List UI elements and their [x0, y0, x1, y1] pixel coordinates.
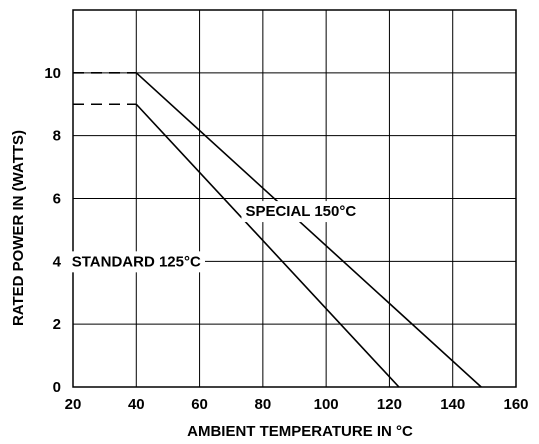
x-tick-label: 80 — [255, 396, 272, 413]
grid — [72, 9, 517, 388]
series-0-line — [135, 103, 400, 388]
y-tick-label: 6 — [53, 191, 61, 208]
x-tick-label: 40 — [128, 396, 145, 413]
x-tick-label: 120 — [377, 396, 402, 413]
y-tick-label: 8 — [53, 128, 61, 145]
y-tick-label: 2 — [53, 316, 61, 333]
y-tick-labels: 0 2 4 6 8 10 — [44, 65, 61, 396]
series-label-0: STANDARD 125°C — [72, 253, 201, 270]
series-layer — [73, 72, 482, 388]
y-tick-label: 10 — [44, 65, 61, 82]
x-tick-labels: 20 40 60 80 100 120 140 160 — [65, 396, 529, 413]
x-tick-label: 100 — [314, 396, 339, 413]
y-tick-label: 4 — [53, 253, 62, 270]
y-tick-label: 0 — [53, 379, 61, 396]
x-tick-label: 160 — [503, 396, 528, 413]
series-1-line — [135, 72, 482, 388]
x-axis-label: AMBIENT TEMPERATURE IN °C — [187, 423, 413, 440]
x-tick-label: 20 — [65, 396, 82, 413]
series-label-1: SPECIAL 150°C — [245, 203, 356, 220]
x-tick-label: 140 — [440, 396, 465, 413]
series-label-background — [241, 201, 361, 223]
y-axis-label: RATED POWER IN (WATTS) — [10, 130, 27, 326]
plot-frame — [72, 9, 517, 388]
x-tick-label: 60 — [191, 396, 208, 413]
series-label-background — [67, 251, 205, 273]
series-annotations: STANDARD 125°C SPECIAL 150°C — [67, 201, 361, 273]
